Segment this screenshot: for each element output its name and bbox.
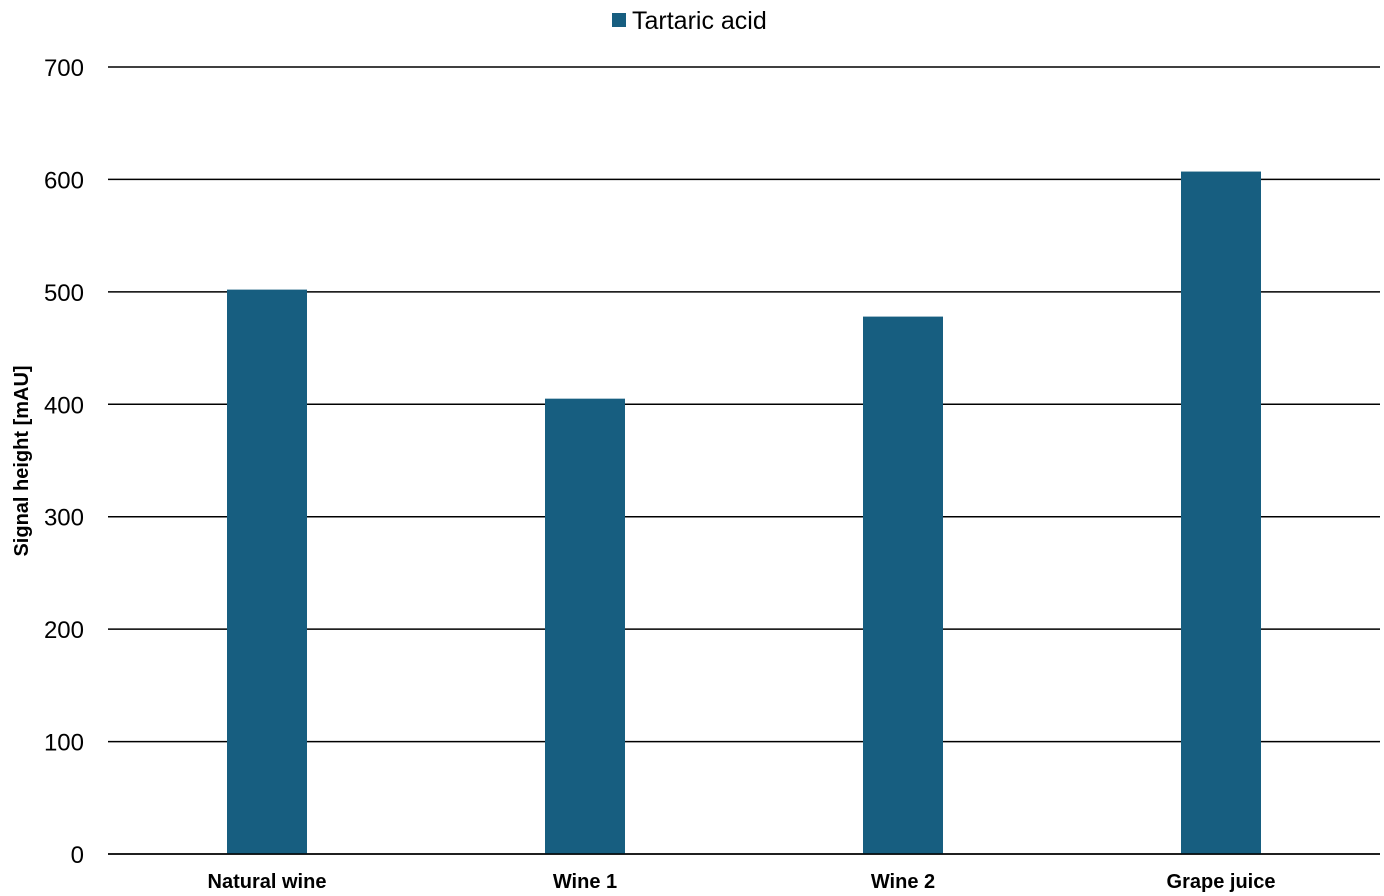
- bar-grape-juice: [1181, 171, 1261, 854]
- y-tick-label: 600: [44, 167, 84, 194]
- bar-natural-wine: [227, 289, 307, 854]
- y-axis-title: Signal height [mAU]: [11, 365, 33, 556]
- legend: Tartaric acid: [612, 7, 767, 35]
- legend-label: Tartaric acid: [632, 7, 767, 35]
- x-category-label: Grape juice: [1167, 871, 1276, 893]
- y-tick-label: 100: [44, 730, 84, 757]
- x-axis-labels: Natural wine Wine 1 Wine 2 Grape juice: [208, 871, 1276, 893]
- y-tick-label: 700: [44, 55, 84, 82]
- bars: [108, 171, 1380, 855]
- y-tick-label: 500: [44, 280, 84, 307]
- x-category-label: Wine 1: [553, 871, 617, 893]
- y-tick-label: 400: [44, 392, 84, 419]
- y-tick-label: 200: [44, 617, 84, 644]
- x-category-label: Wine 2: [871, 871, 935, 893]
- x-category-label: Natural wine: [208, 871, 327, 893]
- y-axis-ticks: 0 100 200 300 400 500 600 700: [44, 55, 84, 869]
- legend-swatch: [612, 13, 626, 27]
- gridlines: [108, 66, 1380, 855]
- bar-wine-2: [863, 316, 943, 854]
- y-tick-label: 300: [44, 505, 84, 532]
- bar-wine-1: [545, 398, 625, 854]
- y-tick-label: 0: [71, 842, 84, 869]
